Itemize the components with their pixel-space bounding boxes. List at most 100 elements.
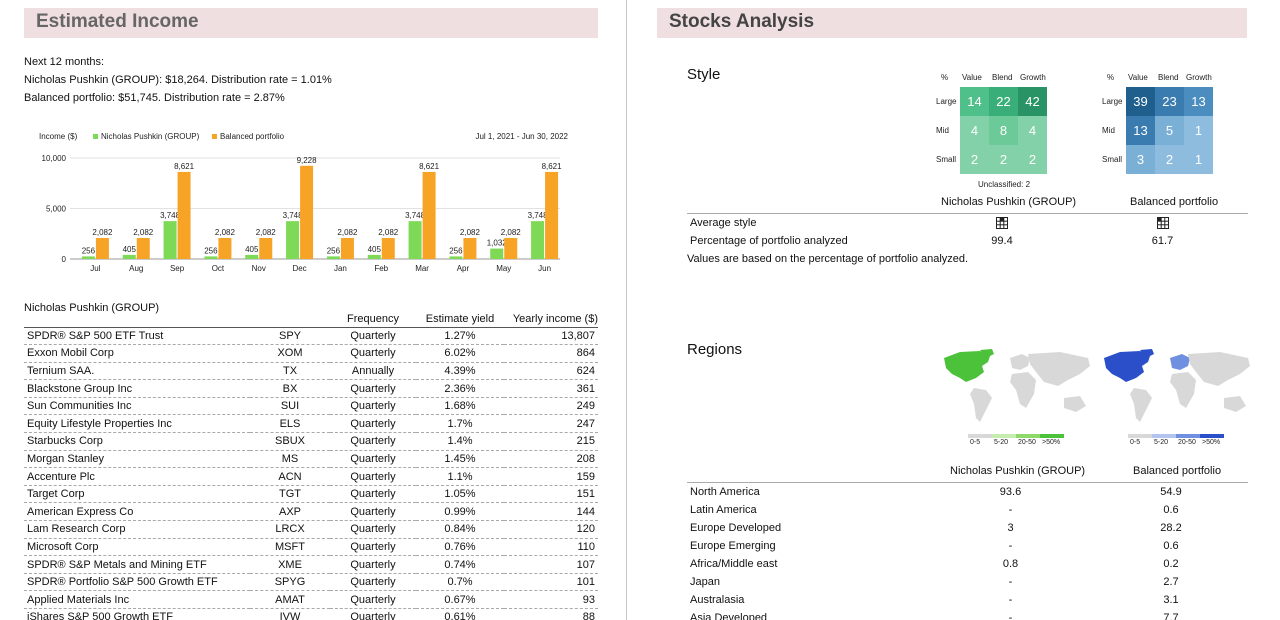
holdings-cell: American Express Co bbox=[24, 502, 250, 522]
map-greenland bbox=[1140, 349, 1154, 358]
holdings-cell: XOM bbox=[250, 344, 330, 363]
map-africa bbox=[1170, 372, 1196, 408]
holdings-row: Target Corp TGT Quarterly 1.05% 151 bbox=[24, 485, 598, 504]
style-cell: 13 bbox=[1184, 87, 1213, 116]
region-name: Japan bbox=[690, 575, 720, 588]
holdings-cell: Quarterly bbox=[330, 608, 416, 620]
holdings-cell: 215 bbox=[504, 432, 598, 451]
bar-value-label: 256 bbox=[82, 246, 96, 255]
holdings-cell: AMAT bbox=[250, 590, 330, 609]
regions-col-balanced: Balanced portfolio bbox=[1133, 465, 1222, 477]
style-cell: 42 bbox=[1018, 87, 1047, 116]
region-name: North America bbox=[687, 482, 927, 501]
bar-value-label: 2,082 bbox=[215, 228, 236, 237]
holdings-cell: Quarterly bbox=[330, 555, 416, 574]
average-style-grid-icon bbox=[1156, 216, 1169, 229]
bar-balanced bbox=[136, 237, 150, 259]
holdings-cell: Quarterly bbox=[330, 397, 416, 416]
bar-balanced bbox=[177, 171, 191, 259]
style-col-label: Value bbox=[1128, 73, 1148, 82]
holdings-cell: Sun Communities Inc bbox=[24, 397, 250, 416]
bar-balanced bbox=[340, 237, 354, 259]
holdings-title: Nicholas Pushkin (GROUP) bbox=[24, 302, 160, 314]
holdings-row: Lam Research Corp LRCX Quarterly 0.84% 120 bbox=[24, 520, 598, 539]
bar-group bbox=[81, 256, 95, 259]
holdings-cell: Quarterly bbox=[330, 502, 416, 522]
bar-balanced bbox=[381, 237, 395, 259]
holdings-cell: iShares S&P 500 Growth ETF bbox=[24, 608, 250, 620]
style-row-label: Percentage of portfolio analyzed bbox=[690, 234, 848, 247]
style-row-label: Small bbox=[1102, 155, 1123, 164]
region-value: 0.2 bbox=[1163, 557, 1179, 570]
bar-value-label: 8,621 bbox=[542, 162, 563, 171]
legend-label-group: Nicholas Pushkin (GROUP) bbox=[101, 132, 200, 141]
holdings-cell: Quarterly bbox=[330, 467, 416, 486]
holdings-cell: 120 bbox=[504, 520, 598, 539]
regions-title: Regions bbox=[687, 341, 743, 358]
holdings-row: Accenture Plc ACN Quarterly 1.1% 159 bbox=[24, 467, 598, 486]
map-legend-label: 5-20 bbox=[994, 439, 1009, 446]
style-cell: 13 bbox=[1126, 116, 1155, 145]
region-name: Australasia bbox=[690, 593, 745, 606]
holdings-cell: 864 bbox=[504, 344, 598, 363]
estimated-income-page: Estimated Income Next 12 months: Nichola… bbox=[0, 0, 626, 620]
bar-value-label: 9,228 bbox=[297, 156, 318, 165]
style-cell: 2 bbox=[1018, 145, 1047, 174]
holdings-cell: Microsoft Corp bbox=[24, 538, 250, 557]
chart-ylabel: Income ($) bbox=[39, 132, 78, 141]
holdings-row: Sun Communities Inc SUI Quarterly 1.68% 249 bbox=[24, 397, 598, 416]
holdings-cell: Quarterly bbox=[330, 379, 416, 398]
style-cell: 4 bbox=[960, 116, 989, 145]
regions-table: North America 93.6 54.9 Latin America -0.6 Eu… bbox=[687, 482, 1248, 620]
holdings-cell: AXP bbox=[250, 502, 330, 522]
bar-balanced bbox=[422, 171, 436, 259]
region-value: - bbox=[1008, 575, 1013, 588]
holdings-cell: IVW bbox=[250, 608, 330, 620]
holdings-cell: Accenture Plc bbox=[24, 467, 250, 486]
holdings-cell: Quarterly bbox=[330, 573, 416, 592]
map-africa bbox=[1010, 372, 1036, 408]
holdings-cell: 13,807 bbox=[504, 327, 598, 346]
legend-swatch-group bbox=[93, 134, 98, 139]
region-name: Europe Emerging bbox=[690, 539, 776, 552]
holdings-row: iShares S&P 500 Growth ETF IVW Quarterly 0.… bbox=[24, 608, 598, 620]
regions-col-group: Nicholas Pushkin (GROUP) bbox=[950, 465, 1086, 477]
holdings-row: SPDR® S&P 500 ETF Trust SPY Quarterly 1.27%… bbox=[24, 327, 598, 346]
holdings-cell: Lam Research Corp bbox=[24, 520, 250, 539]
region-value: 0.6 bbox=[1163, 503, 1179, 516]
bar-value-label: 2,082 bbox=[92, 228, 113, 237]
holdings-cell: 101 bbox=[504, 573, 598, 592]
x-tick-label: Apr bbox=[457, 264, 470, 273]
x-tick-label: Dec bbox=[292, 264, 306, 273]
map-legend-swatch bbox=[1040, 434, 1064, 438]
region-row: North America 93.6 54.9 bbox=[687, 482, 1248, 501]
map-greenland bbox=[980, 349, 994, 358]
holdings-cell: Annually bbox=[330, 362, 416, 381]
holdings-cell: 208 bbox=[504, 450, 598, 469]
holdings-cell: XME bbox=[250, 555, 330, 574]
holdings-row: SPDR® Portfolio S&P 500 Growth ETF SPYG Qu… bbox=[24, 573, 598, 592]
map-australia bbox=[1064, 396, 1086, 412]
bar-value-label: 2,082 bbox=[337, 228, 358, 237]
holdings-cell: Quarterly bbox=[330, 450, 416, 469]
x-tick-label: Feb bbox=[374, 264, 388, 273]
holdings-cell: 1.7% bbox=[416, 414, 504, 434]
style-cell: 2 bbox=[989, 145, 1018, 174]
map-legend-swatch bbox=[1176, 434, 1200, 438]
map-australia bbox=[1224, 396, 1246, 412]
style-col-balanced: Balanced portfolio bbox=[1130, 196, 1219, 208]
holdings-cell: Applied Materials Inc bbox=[24, 590, 250, 609]
region-row: Australasia - 3.1 bbox=[687, 591, 1248, 609]
holdings-cell: Starbucks Corp bbox=[24, 432, 250, 451]
region-value: 0.8 bbox=[1002, 557, 1019, 570]
region-row: Asia Developed - 7.7 bbox=[687, 609, 1248, 620]
holdings-cell: 93 bbox=[504, 590, 598, 609]
holdings-cell: Quarterly bbox=[330, 432, 416, 451]
region-value: 28.2 bbox=[1160, 521, 1182, 534]
bar-value-label: 8,621 bbox=[419, 162, 440, 171]
region-value: 93.6 bbox=[927, 482, 1094, 501]
style-col-group: Nicholas Pushkin (GROUP) bbox=[941, 196, 1077, 208]
holdings-cell: 624 bbox=[504, 362, 598, 381]
x-tick-label: Jun bbox=[538, 264, 551, 273]
map-south-america bbox=[1130, 388, 1152, 422]
